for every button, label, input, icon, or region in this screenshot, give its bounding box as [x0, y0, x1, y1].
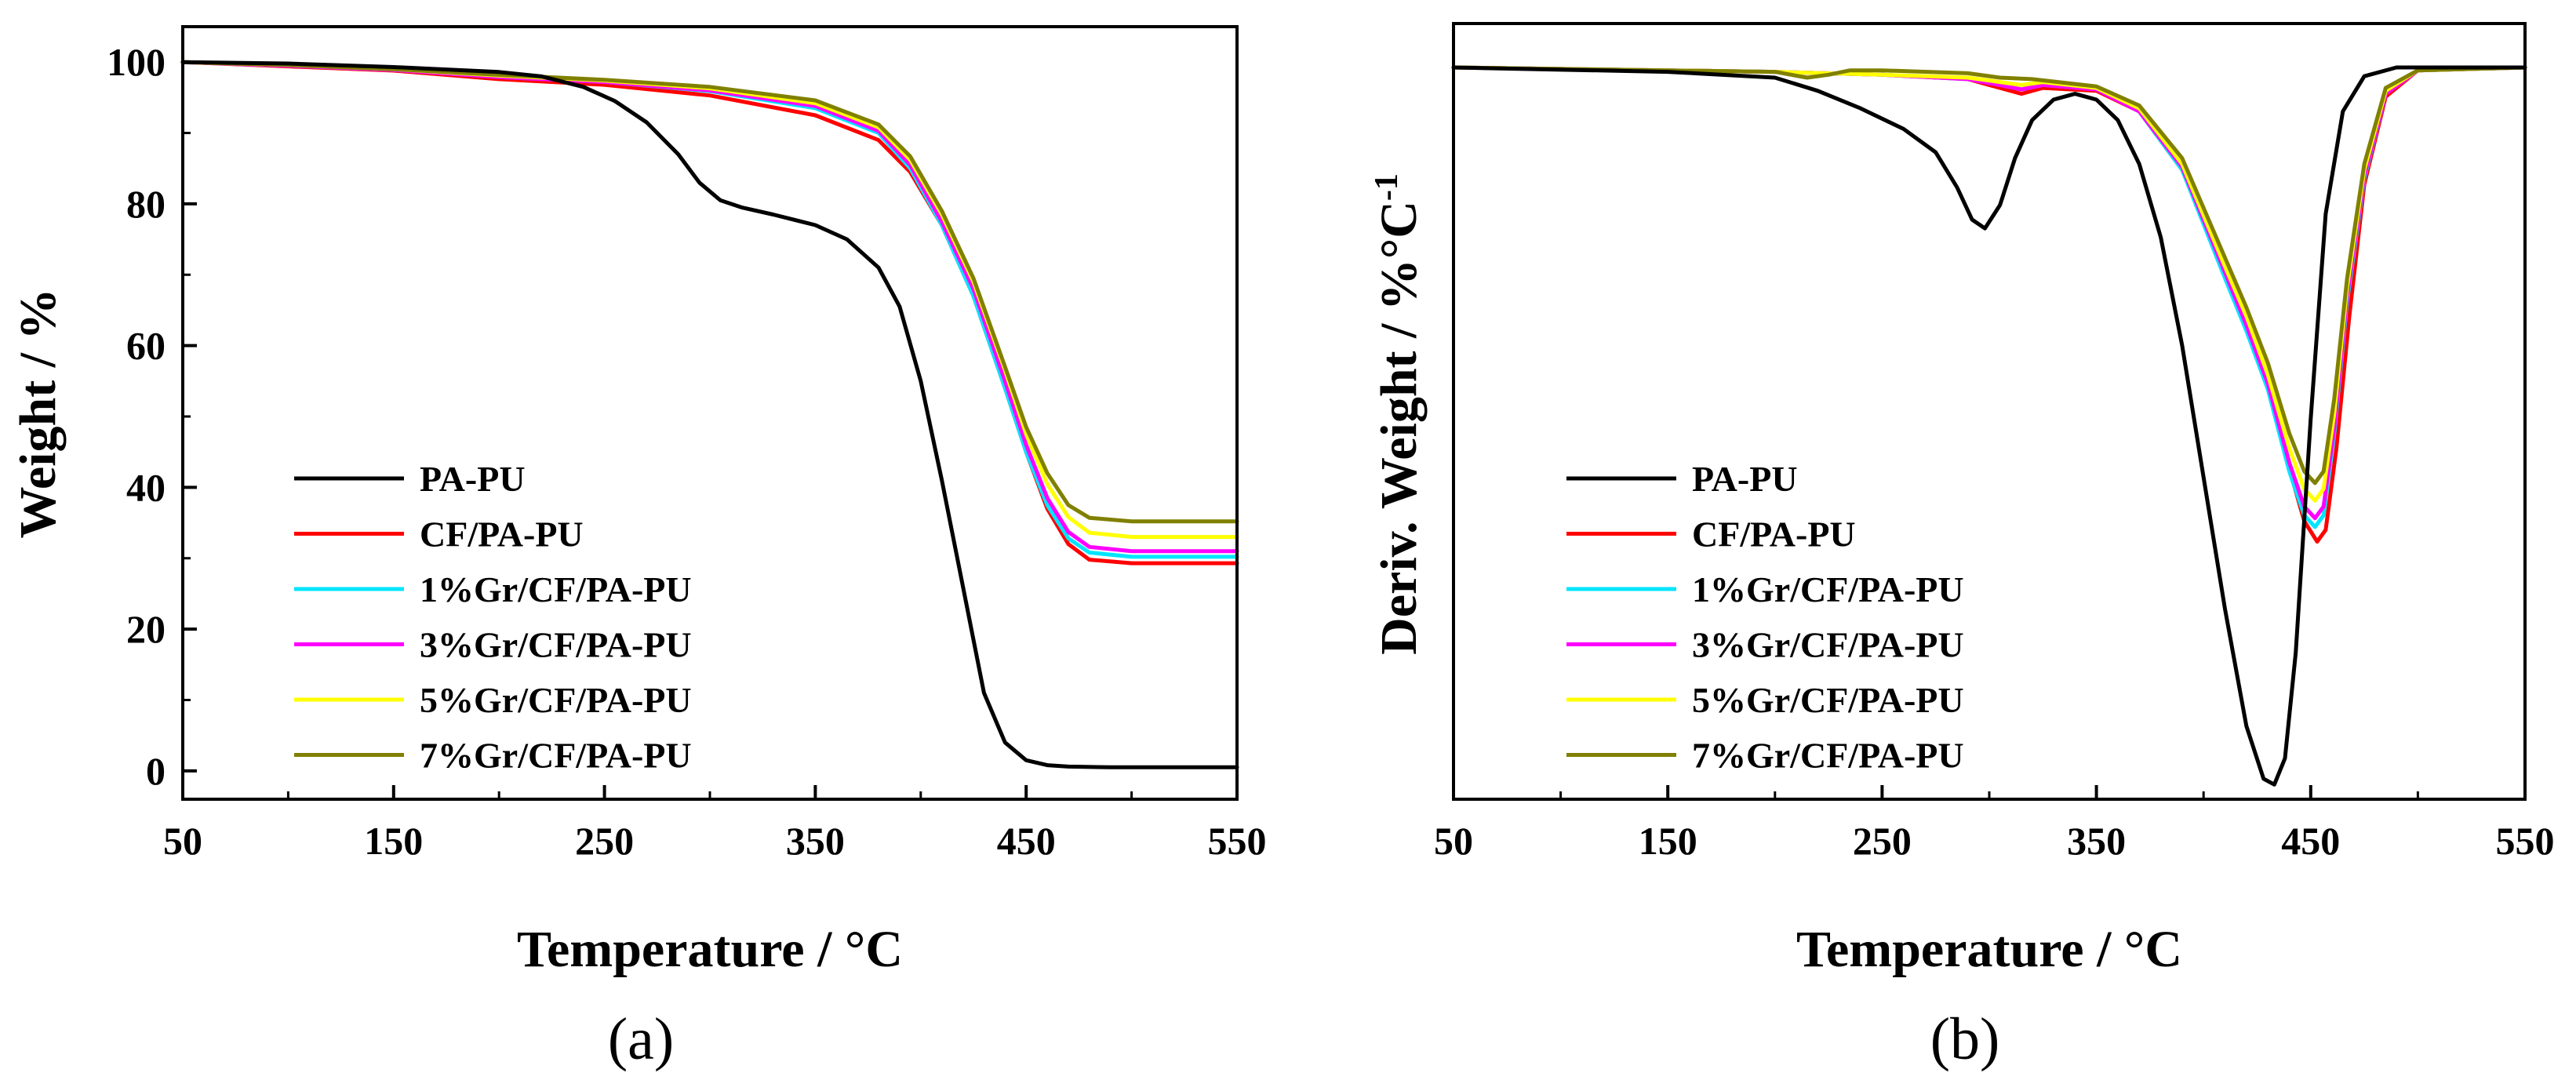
panel-b-series-layer	[1451, 65, 2527, 787]
panel-a: 50 150 250 350 450 550 0 20 40 60 80 100 Temperatur…	[9, 25, 1267, 1072]
panel-b-legend-label: PA-PU	[1692, 459, 1798, 499]
panel-a-x-axis-title: Temperature / °C	[517, 921, 903, 978]
panel-a-legend-label: 3%Gr/CF/PA-PU	[420, 625, 692, 665]
panel-b-x-tick-label: 350	[2067, 819, 2126, 863]
panel-a-legend-label: PA-PU	[420, 459, 526, 499]
panel-a-legend-label: CF/PA-PU	[420, 515, 584, 555]
panel-b-x-axis-title: Temperature / °C	[1796, 921, 2182, 978]
panel-b-legend-label: 1%Gr/CF/PA-PU	[1692, 569, 1964, 609]
panel-b-series-line	[1451, 65, 2527, 485]
panel-b-y-axis-title-main: Deriv. Weight / %°C	[1370, 201, 1428, 655]
panel-b-x-tick-label: 550	[2496, 819, 2555, 863]
panel-b-tick-layer: 50 150 250 350 450 550	[1434, 785, 2555, 863]
panel-b-y-axis-title-superscript: -1	[1369, 173, 1405, 201]
panel-b-x-tick-label: 150	[1639, 819, 1697, 863]
panel-b-x-tick-label: 50	[1434, 819, 1473, 863]
panel-b-caption: (b)	[1930, 1006, 2000, 1072]
panel-a-x-tick-label: 450	[997, 819, 1056, 863]
panel-a-y-tick-label: 60	[126, 324, 166, 368]
panel-a-x-tick-label: 50	[163, 819, 202, 863]
panel-a-y-tick-label: 80	[126, 182, 166, 226]
panel-a-legend-label: 7%Gr/CF/PA-PU	[420, 736, 692, 776]
panel-a-legend: PA-PU CF/PA-PU 1%Gr/CF/PA-PU 3%Gr/CF/PA-PU 5…	[294, 459, 692, 776]
panel-b-series-line	[1451, 65, 2527, 787]
panel-a-y-axis-title: Weight / %	[9, 288, 67, 538]
panel-b: 50 150 250 350 450 550 Temperature / °C Deriv…	[1369, 22, 2555, 1072]
panel-a-y-tick-label: 40	[126, 465, 166, 509]
panel-a-y-tick-label: 100	[107, 40, 166, 84]
panel-a-legend-label: 1%Gr/CF/PA-PU	[420, 569, 692, 609]
panel-a-x-tick-label: 550	[1208, 819, 1267, 863]
panel-a-x-tick-label: 350	[786, 819, 845, 863]
panel-a-y-tick-label: 0	[146, 749, 166, 793]
panel-b-legend-label: 3%Gr/CF/PA-PU	[1692, 625, 1964, 665]
panel-b-y-axis-title: Deriv. Weight / %°C-1	[1369, 173, 1428, 655]
panel-a-caption: (a)	[608, 1006, 674, 1072]
panel-b-x-tick-label: 450	[2281, 819, 2340, 863]
panel-a-series-layer	[180, 60, 1239, 769]
panel-a-tick-layer: 50 150 250 350 450 550 0 20 40 60 80 100	[107, 40, 1267, 863]
panel-a-series-line	[180, 60, 1239, 769]
panel-a-x-tick-label: 150	[364, 819, 423, 863]
panel-a-legend-label: 5%Gr/CF/PA-PU	[420, 680, 692, 720]
panel-a-series-line	[180, 60, 1239, 524]
panel-a-y-tick-label: 20	[126, 607, 166, 651]
panel-b-legend-label: 5%Gr/CF/PA-PU	[1692, 680, 1964, 720]
panel-a-x-tick-label: 250	[575, 819, 634, 863]
panel-b-legend-label: CF/PA-PU	[1692, 515, 1856, 555]
panel-b-x-tick-label: 250	[1853, 819, 1912, 863]
panel-b-legend-label: 7%Gr/CF/PA-PU	[1692, 736, 1964, 776]
panel-b-legend: PA-PU CF/PA-PU 1%Gr/CF/PA-PU 3%Gr/CF/PA-PU 5…	[1566, 459, 1964, 776]
